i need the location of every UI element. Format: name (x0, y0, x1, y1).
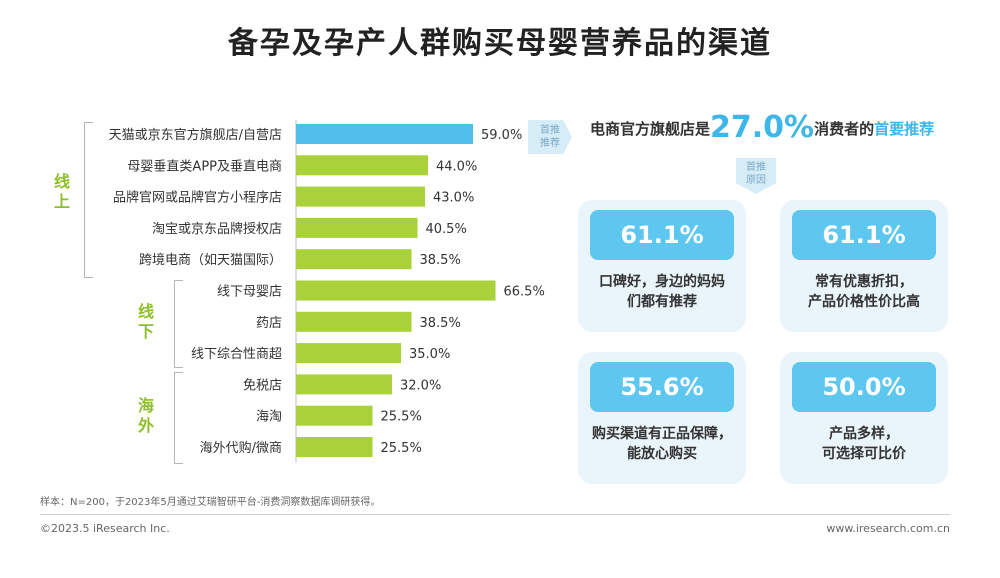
reason-card-description: 购买渠道有正品保障， 能放心购买 (578, 424, 746, 464)
sample-note: 样本：N=200，于2023年5月通过艾瑞智研平台-消费洞察数据库调研获得。 (40, 497, 381, 508)
reason-card-description-line2: 能放心购买 (627, 446, 697, 462)
reason-card-percent: 55.6% (590, 362, 734, 412)
reason-card-percent: 50.0% (792, 362, 936, 412)
bar-2 (296, 186, 425, 207)
first-recommend-tag-line1: 首推 (540, 125, 560, 136)
category-label-9: 海淘 (256, 410, 282, 425)
bar-0 (296, 124, 473, 144)
group-label-online-line1: 线 (53, 172, 70, 191)
bar-7 (296, 343, 401, 364)
group-bracket-offline (174, 280, 183, 368)
value-label-8: 32.0% (400, 378, 441, 393)
value-label-4: 38.5% (420, 253, 461, 268)
website-link[interactable]: www.iresearch.com.cn (826, 522, 950, 535)
reason-card: 61.1% 口碑好，身边的妈妈 们都有推荐 (578, 200, 746, 332)
headline-middle: 消费者的 (814, 120, 875, 138)
headline-value: 27.0% (710, 110, 815, 145)
reason-tag-line1: 首推 (746, 162, 766, 173)
group-label-offline-line1: 线 (137, 302, 154, 321)
reason-card-description-line1: 口碑好，身边的妈妈 (599, 274, 725, 290)
page-title: 备孕及孕产人群购买母婴营养品的渠道 (228, 26, 772, 61)
reason-card-description-line1: 购买渠道有正品保障， (592, 426, 732, 442)
reason-card-description-line2: 们都有推荐 (627, 294, 697, 310)
reason-card-description-line2: 产品价格性价比高 (808, 294, 920, 310)
value-label-10: 25.5% (381, 441, 422, 456)
value-label-2: 43.0% (433, 191, 474, 206)
headline-emphasis: 首要推荐 (874, 120, 935, 138)
reason-card-percent: 61.1% (792, 210, 936, 260)
value-label-5: 66.5% (504, 285, 545, 300)
category-label-6: 药店 (256, 316, 282, 331)
reason-card-description: 常有优惠折扣， 产品价格性价比高 (780, 272, 948, 312)
group-bracket-online (84, 122, 93, 278)
reason-card-description-line1: 常有优惠折扣， (815, 274, 913, 290)
value-label-0: 59.0% (481, 128, 522, 143)
bar-3 (296, 217, 418, 238)
reason-card-percent: 61.1% (590, 210, 734, 260)
value-label-6: 38.5% (420, 316, 461, 331)
reason-card-description-line2: 可选择可比价 (822, 446, 906, 462)
group-label-overseas-line1: 海 (137, 396, 154, 415)
bar-10 (296, 437, 373, 457)
category-label-8: 免税店 (243, 378, 282, 393)
reason-tag-line2: 原因 (746, 175, 766, 186)
category-label-3: 淘宝或京东品牌授权店 (152, 221, 282, 237)
value-label-3: 40.5% (426, 222, 467, 237)
reason-card: 50.0% 产品多样， 可选择可比价 (780, 352, 948, 484)
reason-card-description: 口碑好，身边的妈妈 们都有推荐 (578, 272, 746, 312)
reason-card-description-line1: 产品多样， (829, 426, 899, 442)
group-label-overseas: 海 外 (136, 396, 156, 436)
copyright: ©2023.5 iResearch Inc. (40, 522, 170, 535)
group-label-offline: 线 下 (136, 302, 156, 342)
category-label-0: 天猫或京东官方旗舰店/自营店 (109, 127, 282, 143)
value-label-1: 44.0% (436, 159, 477, 174)
bar-9 (296, 405, 373, 426)
group-label-offline-line2: 下 (137, 322, 154, 341)
category-label-5: 线下母婴店 (217, 285, 282, 300)
bar-1 (296, 155, 428, 176)
bar-8 (296, 374, 392, 395)
group-label-online-line2: 上 (53, 192, 70, 211)
first-recommend-tag: 首推 推荐 (528, 120, 572, 154)
group-label-online: 线 上 (52, 172, 72, 212)
group-label-overseas-line2: 外 (137, 416, 154, 435)
value-label-7: 35.0% (409, 347, 450, 362)
reason-card: 55.6% 购买渠道有正品保障， 能放心购买 (578, 352, 746, 484)
headline-prefix: 电商官方旗舰店是 (590, 120, 711, 138)
reason-card: 61.1% 常有优惠折扣， 产品价格性价比高 (780, 200, 948, 332)
footer-divider (40, 514, 950, 515)
reason-card-description: 产品多样， 可选择可比价 (780, 424, 948, 464)
bar-5 (296, 280, 496, 301)
first-recommend-tag-line2: 推荐 (540, 138, 560, 149)
bar-6 (296, 311, 412, 332)
bar-4 (296, 249, 412, 270)
value-label-9: 25.5% (381, 410, 422, 425)
category-label-4: 跨境电商（如天猫国际） (139, 252, 282, 268)
category-label-2: 品牌官网或品牌官方小程序店 (113, 190, 282, 206)
category-label-1: 母婴垂直类APP及垂直电商 (127, 159, 282, 174)
category-label-10: 海外代购/微商 (200, 440, 282, 456)
group-bracket-overseas (174, 372, 183, 464)
category-label-7: 线下综合性商超 (191, 347, 282, 362)
headline: 电商官方旗舰店是27.0%消费者的首要推荐 (590, 110, 934, 145)
